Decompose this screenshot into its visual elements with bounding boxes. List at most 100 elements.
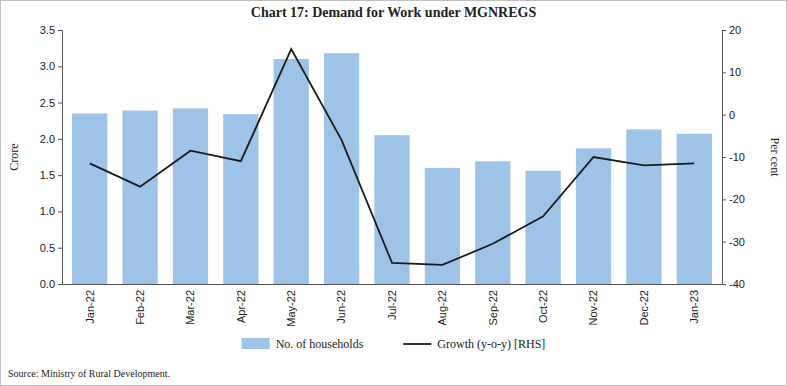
tick-label: Aug-22 [436, 290, 448, 325]
tick-label: 10 [729, 66, 741, 78]
tick-label: Feb-22 [134, 290, 146, 325]
tick: Jul-22 [386, 284, 398, 320]
tick-label: May-22 [285, 290, 297, 327]
tick-mark [58, 175, 62, 176]
tick: 0.5 [40, 242, 62, 254]
tick: 10 [722, 66, 741, 78]
tick-label: Jun-22 [335, 290, 347, 324]
tick: Mar-22 [184, 284, 196, 325]
frame [1, 1, 787, 386]
tick: Feb-22 [134, 284, 146, 325]
tick: Jun-22 [335, 284, 347, 324]
tick-mark [722, 157, 726, 158]
tick: 2.0 [40, 133, 62, 145]
tick-mark [58, 66, 62, 67]
legend-label: Growth (y-o-y) [RHS] [437, 337, 545, 351]
bar [475, 161, 510, 284]
axis-line [58, 31, 63, 285]
tick: 3.0 [40, 60, 62, 72]
axis-line [63, 284, 723, 285]
tick: -10 [722, 151, 745, 163]
tick: 3.5 [40, 24, 62, 36]
tick-label: -40 [729, 278, 745, 290]
tick-mark [722, 284, 726, 285]
tick-label: 1.0 [40, 205, 55, 217]
tick: Dec-22 [638, 284, 650, 325]
tick: -20 [722, 193, 745, 205]
legend-label: No. of households [276, 337, 364, 351]
bar [677, 134, 712, 284]
axis-line [723, 31, 727, 285]
tick-label: Jan-22 [84, 290, 96, 324]
tick-label: Mar-22 [184, 290, 196, 325]
tick: Sep-22 [487, 284, 499, 325]
tick-label: 3.0 [40, 60, 55, 72]
tick: Oct-22 [537, 284, 549, 323]
tick: Aug-22 [436, 284, 448, 325]
x-axis: Jan-22 Feb-22 Mar-22 Apr-22 May-22 Jun-22 Jul-… [63, 284, 723, 327]
y2-axis: -40 -30 -20 -10 0 10 20 [722, 24, 745, 290]
y-axis: 0.0 0.5 1.0 1.5 2.0 2.5 3.0 3.5 [40, 24, 63, 290]
tick: May-22 [285, 284, 297, 327]
tick: -30 [722, 236, 745, 248]
tick-mark [58, 211, 62, 212]
marks [72, 49, 712, 284]
tick-mark [58, 284, 62, 285]
chart: Chart 17: Demand for Work under MGNREGS 0… [0, 0, 787, 386]
bar [173, 108, 208, 284]
bar [274, 59, 309, 284]
tick: 20 [722, 24, 741, 36]
legend-item: No. of households [242, 337, 364, 351]
tick-label: 20 [729, 24, 741, 36]
legend-item: Growth (y-o-y) [RHS] [403, 337, 545, 351]
tick-mark [58, 30, 62, 31]
bar [526, 171, 561, 284]
tick-label: 2.5 [40, 97, 55, 109]
tick-label: 0.0 [40, 278, 55, 290]
tick-mark [722, 72, 726, 73]
title: Chart 17: Demand for Work under MGNREGS [251, 5, 537, 20]
bar [576, 148, 611, 284]
tick-label: -20 [729, 193, 745, 205]
tick-label: 3.5 [40, 24, 55, 36]
tick-label: Jul-22 [386, 290, 398, 320]
tick-mark [58, 103, 62, 104]
legend: No. of households Growth (y-o-y) [RHS] [242, 337, 546, 351]
tick-label: Dec-22 [638, 290, 650, 325]
tick-label: Jan-23 [688, 290, 700, 324]
legend-swatch [403, 343, 431, 345]
tick: 1.5 [40, 169, 62, 181]
tick-label: 2.0 [40, 133, 55, 145]
tick-mark [722, 30, 726, 31]
tick: -40 [722, 278, 745, 290]
tick-mark [722, 242, 726, 243]
bar [223, 114, 258, 284]
tick-label: Apr-22 [235, 290, 247, 323]
tick-label: Oct-22 [537, 290, 549, 323]
plot: 0.0 0.5 1.0 1.5 2.0 2.5 3.0 3.5 -40 -30 -20 -10 0 10 2… [40, 24, 745, 327]
tick: 2.5 [40, 97, 62, 109]
tick: Nov-22 [587, 284, 599, 325]
tick: Apr-22 [235, 284, 247, 323]
tick: 0.0 [40, 278, 62, 290]
source-note: Source: Ministry of Rural Development. [8, 368, 170, 379]
tick-mark [58, 139, 62, 140]
bar [122, 111, 157, 284]
tick-label: -30 [729, 236, 745, 248]
y-axis-title: Crore [7, 143, 21, 170]
tick: 1.0 [40, 205, 62, 217]
bar [626, 129, 661, 284]
tick-mark [722, 199, 726, 200]
tick: Jan-23 [688, 284, 700, 324]
y2-axis-title: Per cent [768, 138, 782, 178]
tick-label: 0.5 [40, 242, 55, 254]
tick: Jan-22 [84, 284, 96, 324]
line [90, 49, 695, 265]
tick-label: Sep-22 [487, 290, 499, 325]
bar [425, 168, 460, 284]
tick-mark [722, 115, 726, 116]
tick-label: -10 [729, 151, 745, 163]
tick-mark [58, 248, 62, 249]
tick-label: 0 [729, 109, 735, 121]
bar [72, 113, 107, 284]
